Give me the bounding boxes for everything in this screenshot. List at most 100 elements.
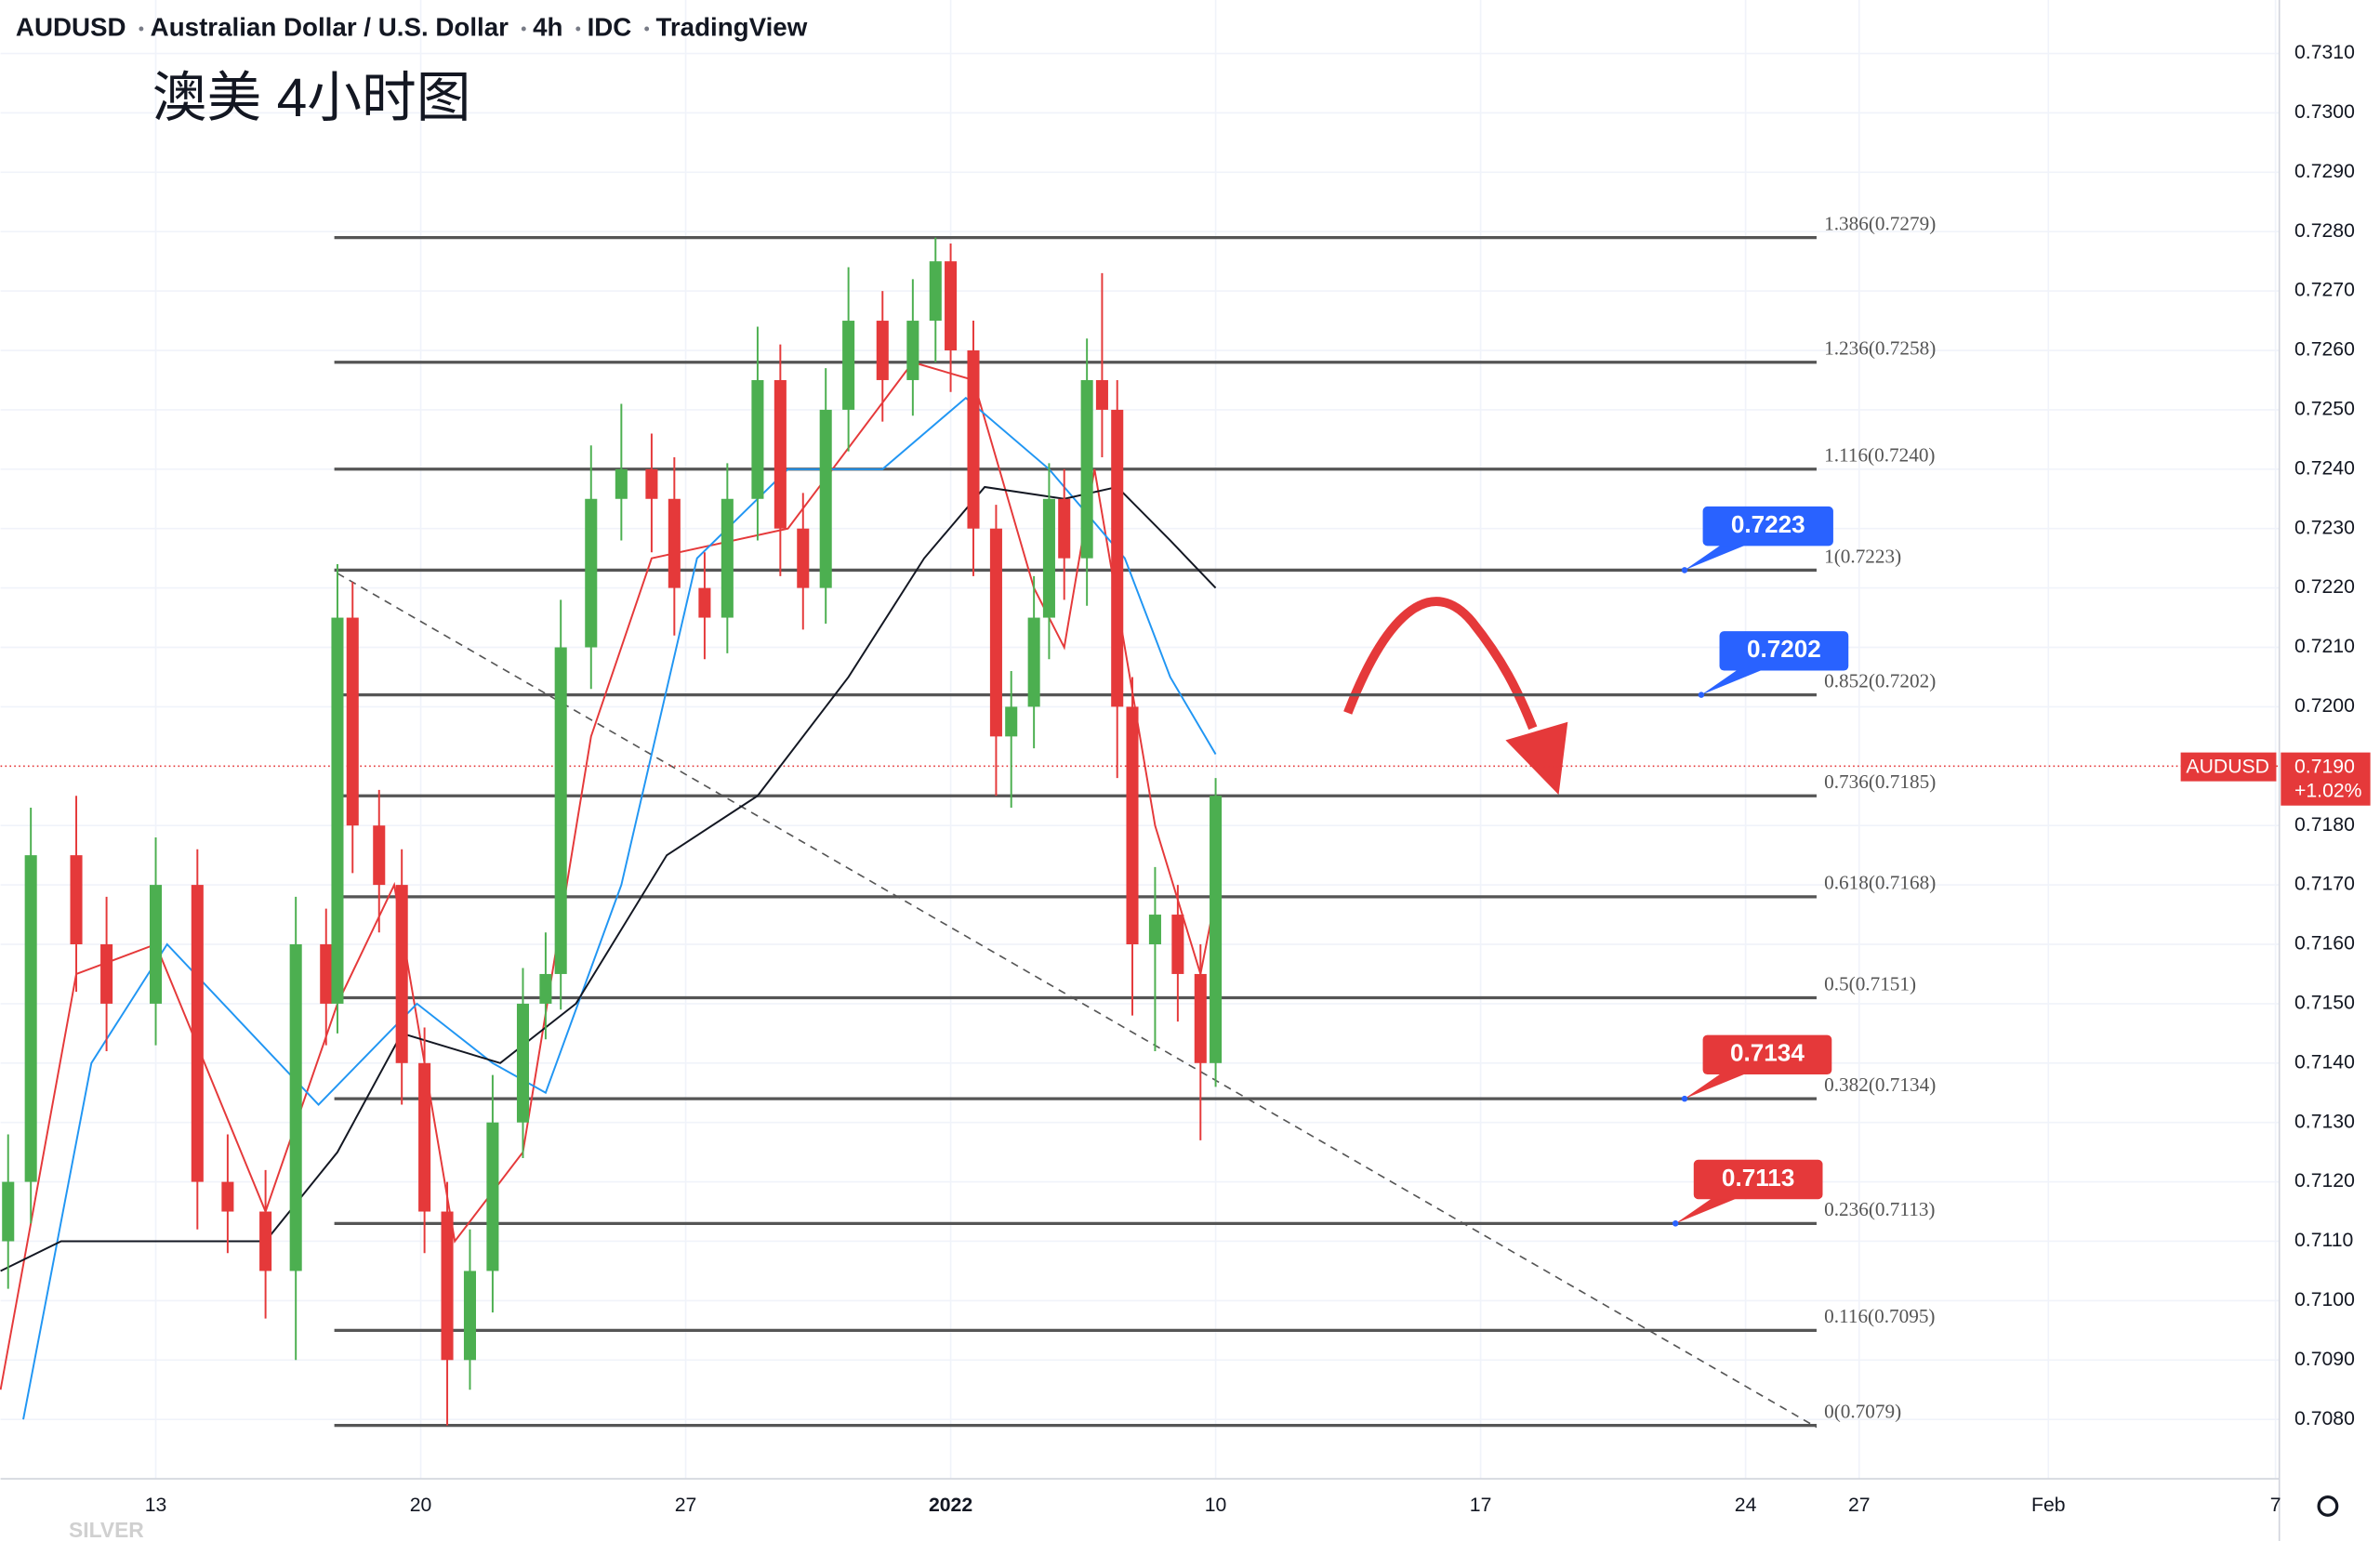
fib-label: 0.736(0.7185) — [1824, 770, 1936, 793]
x-tick-label: 2022 — [929, 1495, 972, 1516]
candle-body — [751, 379, 764, 499]
candle-body — [1027, 617, 1040, 707]
x-tick-label: 7 — [2270, 1495, 2281, 1516]
candle-body — [989, 528, 1002, 737]
trend-line — [337, 573, 1818, 1429]
callout-box — [1693, 1159, 1823, 1200]
candle-body — [373, 825, 386, 886]
header-text: Australian Dollar / U.S. Dollar — [151, 12, 509, 41]
candle-body — [331, 617, 344, 1004]
y-tick-label: 0.7290 — [2294, 161, 2355, 182]
header-separator — [139, 26, 144, 32]
y-tick-label: 0.7280 — [2294, 220, 2355, 242]
settings-icon[interactable] — [2317, 1495, 2339, 1517]
fib-label: 1.116(0.7240) — [1824, 444, 1935, 467]
header-text: 4h — [533, 12, 562, 41]
callout-anchor — [1698, 691, 1705, 698]
header-separator — [644, 26, 650, 32]
y-tick-label: 0.7230 — [2294, 517, 2355, 538]
y-tick-label: 0.7220 — [2294, 576, 2355, 598]
candle-body — [320, 943, 333, 1004]
y-tick-label: 0.7100 — [2294, 1289, 2355, 1311]
candle-body — [929, 261, 942, 322]
forecast-arrow — [1343, 597, 1538, 731]
candle-body — [418, 1062, 431, 1212]
candle-body — [842, 321, 855, 410]
candle-body — [645, 468, 658, 499]
callout-label: 0.7113 — [1722, 1164, 1794, 1192]
candle-body — [24, 855, 37, 1182]
candle-body — [615, 468, 628, 499]
fib-label: 0.116(0.7095) — [1824, 1305, 1935, 1327]
candle-body — [70, 855, 83, 944]
candle-body — [585, 498, 598, 648]
fib-label: 1.386(0.7279) — [1824, 212, 1936, 234]
y-tick-label: 0.7310 — [2294, 42, 2355, 63]
callout-label: 0.7202 — [1747, 635, 1821, 663]
callout-pointer — [1684, 1071, 1752, 1100]
y-tick-label: 0.7240 — [2294, 457, 2355, 479]
symbol-tag — [2180, 752, 2277, 782]
callout-anchor — [1672, 1220, 1679, 1227]
fib-label: 0.382(0.7134) — [1824, 1073, 1936, 1096]
forecast-arrow-head — [1505, 721, 1568, 796]
change-label: +1.02% — [2294, 781, 2362, 802]
x-tick-label: 24 — [1735, 1495, 1757, 1516]
candle-body — [967, 350, 980, 529]
fib-label: 0.852(0.7202) — [1824, 669, 1936, 691]
header-text: IDC — [588, 12, 632, 41]
price-tag — [2281, 752, 2371, 806]
y-tick-label: 0.7110 — [2294, 1230, 2353, 1251]
candle-body — [1111, 409, 1124, 707]
x-tick-label: 27 — [675, 1495, 697, 1516]
candle-body — [876, 321, 889, 380]
candle-body — [1171, 915, 1184, 974]
header-text: AUDUSD — [16, 12, 126, 41]
fib-label: 0(0.7079) — [1824, 1400, 1901, 1422]
y-tick-label: 0.7150 — [2294, 993, 2355, 1014]
candle-body — [774, 379, 787, 529]
candle-body — [346, 617, 359, 826]
fib-label: 1(0.7223) — [1824, 545, 1901, 567]
header-separator — [521, 26, 526, 32]
candle-body — [441, 1211, 454, 1361]
candle-body — [539, 973, 552, 1004]
candle-body — [1058, 498, 1071, 559]
y-tick-label: 0.7090 — [2294, 1349, 2355, 1370]
x-tick-label: 20 — [410, 1495, 432, 1516]
callout-pointer — [1700, 667, 1768, 695]
callout-pointer — [1675, 1195, 1743, 1224]
candle-body — [221, 1181, 234, 1212]
y-tick-label: 0.7160 — [2294, 933, 2355, 955]
fib-label: 0.618(0.7168) — [1824, 872, 1936, 894]
candle-body — [150, 885, 163, 1004]
y-tick-label: 0.7180 — [2294, 814, 2355, 836]
candle-body — [945, 261, 958, 351]
grid — [0, 0, 2280, 1480]
y-tick-label: 0.7250 — [2294, 399, 2355, 420]
fib-label: 1.236(0.7258) — [1824, 337, 1936, 360]
candle-body — [100, 943, 113, 1004]
candle-body — [698, 587, 711, 618]
candle-body — [1095, 379, 1108, 410]
fib-label: 0.236(0.7113) — [1824, 1198, 1935, 1220]
callout-box — [1702, 1034, 1832, 1075]
y-tick-label: 0.7080 — [2294, 1408, 2355, 1429]
candle-body — [1005, 706, 1018, 737]
callout-label: 0.7223 — [1731, 510, 1805, 538]
header-separator — [575, 26, 581, 32]
y-tick-label: 0.7300 — [2294, 101, 2355, 123]
candle-body — [289, 943, 302, 1271]
callout-anchor — [1681, 1095, 1688, 1102]
candle-body — [1080, 379, 1093, 559]
symbol-tag-label: AUDUSD — [2186, 757, 2269, 778]
x-tick-label: 27 — [1848, 1495, 1871, 1516]
x-tick-label: Feb — [2031, 1495, 2066, 1516]
callout-anchor — [1681, 567, 1688, 573]
candle-body — [1148, 915, 1161, 944]
y-tick-label: 0.7140 — [2294, 1051, 2355, 1073]
candle-body — [259, 1211, 272, 1271]
